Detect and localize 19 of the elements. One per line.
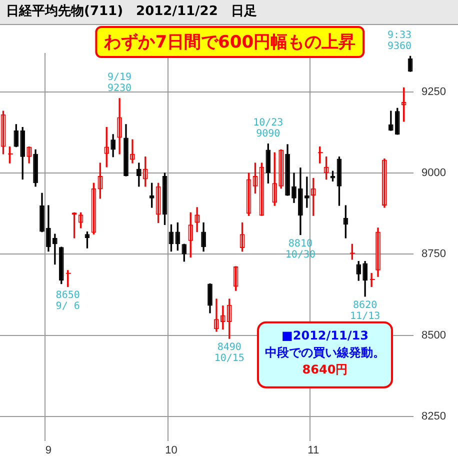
annotation: 8650 9/ 6: [56, 290, 80, 312]
annotation: 9/19 9230: [107, 72, 132, 94]
y-tick-label: 8750: [422, 248, 446, 260]
y-tick-label: 9250: [422, 86, 446, 98]
y-tick-label: 8500: [422, 329, 446, 342]
annotation: 8620 11/13: [350, 300, 380, 322]
chart-title: 日経平均先物(711) 2012/11/22 日足: [0, 0, 458, 25]
text: わずか7日間で600円幅もの上昇: [103, 32, 356, 52]
y-tick-label: 9000: [422, 167, 446, 180]
x-tick-label: 11: [308, 444, 320, 456]
x-tick-label: 9: [45, 444, 52, 456]
y-tick-label: 8250: [422, 410, 446, 422]
candlestick: [370, 273, 376, 287]
x-tick-label: 10: [165, 444, 178, 456]
annotation: 8810 10/30: [285, 238, 316, 260]
annotation: 8490 10/15: [214, 342, 244, 364]
annotation: ■2012/11/13 中段での買い線発動。 8640円: [265, 328, 385, 376]
text: 9:33 9360: [387, 30, 412, 52]
annotation: 10/23 9090: [253, 117, 284, 140]
